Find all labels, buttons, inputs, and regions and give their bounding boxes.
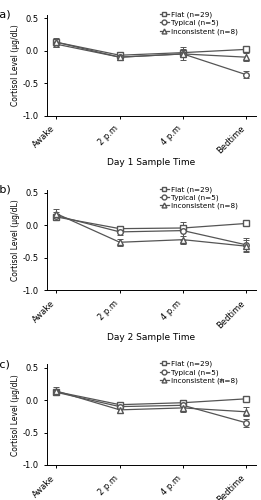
Text: (b): (b) bbox=[0, 184, 10, 194]
Legend: Flat (n=29), Typical (n=5), Inconsistent (n=8): Flat (n=29), Typical (n=5), Inconsistent… bbox=[159, 10, 238, 35]
Y-axis label: Cortisol Level (μg/dL): Cortisol Level (μg/dL) bbox=[11, 374, 20, 456]
Text: (a): (a) bbox=[0, 10, 10, 20]
Legend: Flat (n=29), Typical (n=5), Inconsistent (n=8): Flat (n=29), Typical (n=5), Inconsistent… bbox=[159, 360, 238, 384]
X-axis label: Day 2 Sample Time: Day 2 Sample Time bbox=[107, 333, 195, 342]
Y-axis label: Cortisol Level (μg/dL): Cortisol Level (μg/dL) bbox=[11, 199, 20, 281]
Text: *: * bbox=[218, 378, 224, 388]
Legend: Flat (n=29), Typical (n=5), Inconsistent (n=8): Flat (n=29), Typical (n=5), Inconsistent… bbox=[159, 186, 238, 210]
Text: (c): (c) bbox=[0, 360, 10, 370]
Y-axis label: Cortisol Level (μg/dL): Cortisol Level (μg/dL) bbox=[11, 24, 20, 106]
X-axis label: Day 1 Sample Time: Day 1 Sample Time bbox=[107, 158, 195, 167]
